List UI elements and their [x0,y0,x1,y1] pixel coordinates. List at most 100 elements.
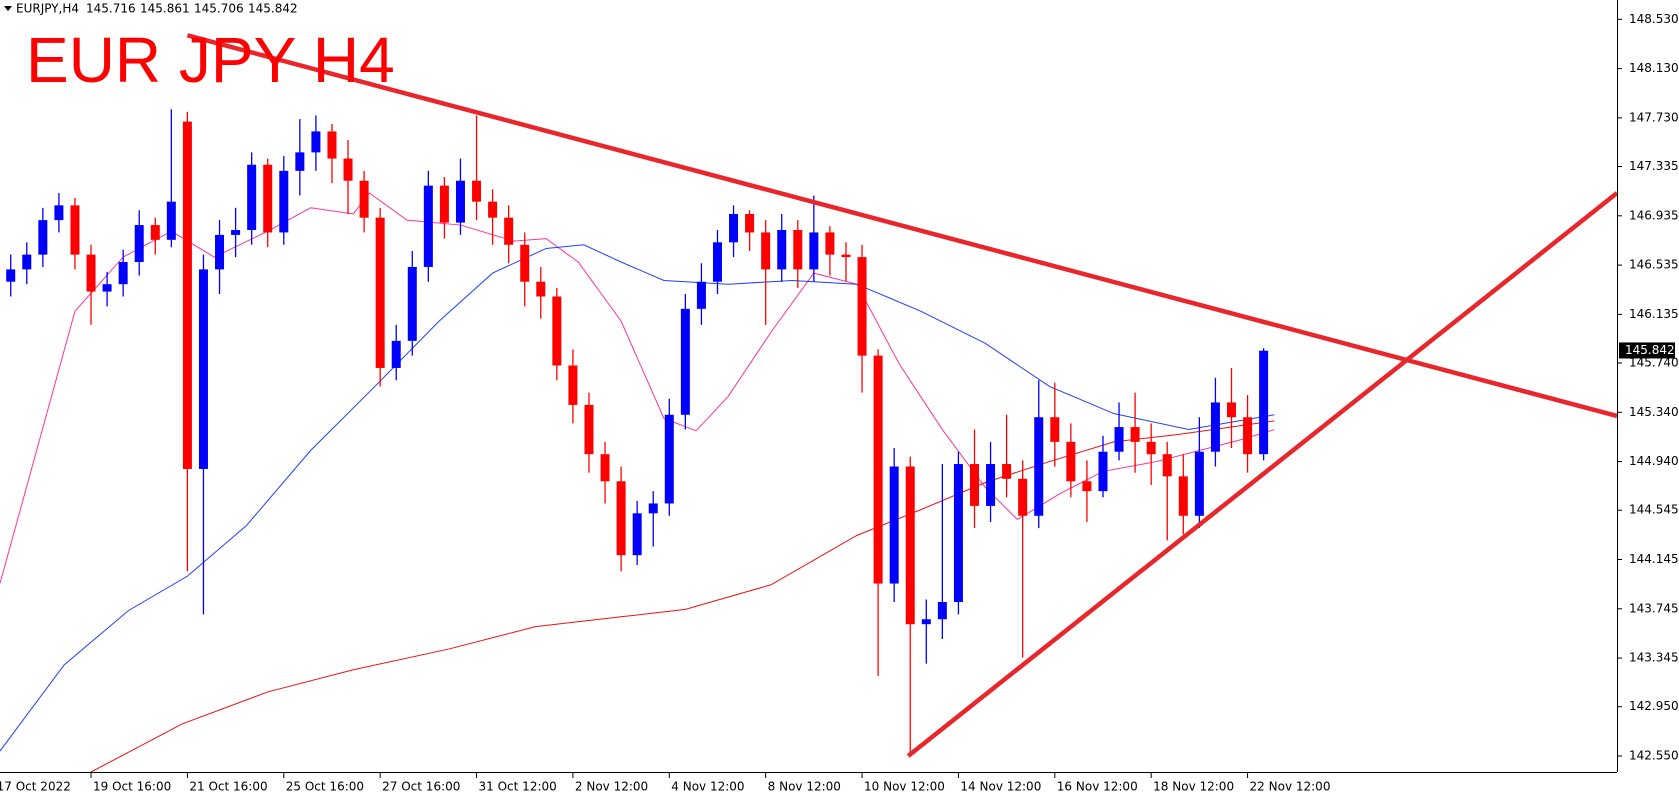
header-close: 145.842 [248,2,298,16]
candle-body [857,257,867,356]
candle-body [1226,402,1236,418]
x-tick-label: 21 Oct 16:00 [189,780,267,794]
candle-body [953,464,963,603]
y-tick-label: 143.745 [1629,601,1679,615]
plot-area [0,33,1617,772]
y-tick-label: 144.545 [1629,503,1679,517]
candle-body [905,466,915,625]
y-tick-label: 144.145 [1629,552,1679,566]
y-tick-label: 146.135 [1629,307,1679,321]
candle-body [712,242,722,282]
candle-body [873,355,883,584]
candle-body [1243,417,1253,455]
candle-body [504,217,514,245]
candle-body [600,454,610,482]
candle-body [825,232,835,255]
menu-arrow[interactable] [4,6,12,11]
candle-body [279,170,289,233]
candle-body [1066,441,1076,482]
y-tick-label: 142.550 [1629,748,1679,762]
y-tick-label: 144.940 [1629,454,1679,468]
candle-body [536,281,546,297]
y-tick-label: 146.935 [1629,208,1679,222]
candle-body [986,464,996,506]
x-tick-label: 4 Nov 12:00 [671,780,744,794]
x-tick-label: 17 Oct 2022 [0,780,71,794]
x-tick-label: 22 Nov 12:00 [1250,780,1331,794]
y-tick-label: 146.535 [1629,258,1679,272]
x-tick-label: 2 Nov 12:00 [575,780,648,794]
candle-body [1082,481,1092,492]
candle-body [391,340,401,368]
candle-body [552,296,562,366]
candle-body [1002,464,1012,479]
candle-body [1210,402,1220,452]
candle-body [54,205,64,221]
header-high: 145.861 [140,2,190,16]
trend-line [186,33,1617,419]
candle-body [664,414,674,504]
candle-body [793,229,803,270]
candle-body [1146,441,1156,455]
candle-body [375,217,385,368]
y-tick-label: 145.340 [1629,405,1679,419]
candle-body [696,281,706,309]
candle-body [777,229,787,270]
x-tick-label: 25 Oct 16:00 [286,780,364,794]
candle-body [215,234,225,270]
x-tick-label: 19 Oct 16:00 [93,780,171,794]
candle-body [969,464,979,506]
candle-body [263,164,273,233]
trend-line [906,191,1617,758]
candle-body [407,266,417,341]
candle-body [359,180,369,218]
candle-body [1194,451,1204,516]
x-tick-label: 10 Nov 12:00 [864,780,945,794]
y-tick-label: 142.950 [1629,699,1679,713]
candle-body [520,244,530,282]
candle-body [343,158,353,181]
y-tick-label: 147.730 [1629,110,1679,124]
candle-body [86,254,96,292]
candle-body [38,220,48,255]
candle-body [22,254,32,270]
candle-body [937,602,947,620]
header-low: 145.706 [194,2,244,16]
candle-body [1050,417,1060,442]
header-open: 145.716 [86,2,136,16]
candle-body [455,180,465,223]
y-tick-label: 148.130 [1629,61,1679,75]
chart-title: EUR JPY H4 [26,24,395,96]
candle-body [439,185,449,223]
candle-body [568,365,578,405]
candle-body [118,262,128,285]
candle-body [70,205,80,255]
candle-body [1018,478,1028,516]
candle-body [150,225,160,240]
candle-body [1034,417,1044,516]
candle-body [102,284,112,292]
last-price-label: 145.842 [1625,343,1675,357]
candle-body [809,232,819,270]
candle-body [729,213,739,243]
candle-body [327,131,337,159]
candle-body [616,481,626,556]
candle-body [247,164,257,230]
candle-body [423,185,433,267]
candle-body [1259,350,1269,455]
candle-body [6,269,16,282]
candle-body [166,201,176,240]
candle-body [198,269,208,469]
candle-body [745,213,755,233]
x-tick-label: 14 Nov 12:00 [960,780,1041,794]
y-tick-label: 148.530 [1629,12,1679,26]
x-tick-label: 27 Oct 16:00 [382,780,460,794]
candle-body [1114,427,1124,452]
candle-body [632,513,642,556]
x-tick-label: 16 Nov 12:00 [1057,780,1138,794]
x-tick-label: 31 Oct 12:00 [479,780,557,794]
candle-body [1178,476,1188,516]
candle-body [841,254,851,258]
